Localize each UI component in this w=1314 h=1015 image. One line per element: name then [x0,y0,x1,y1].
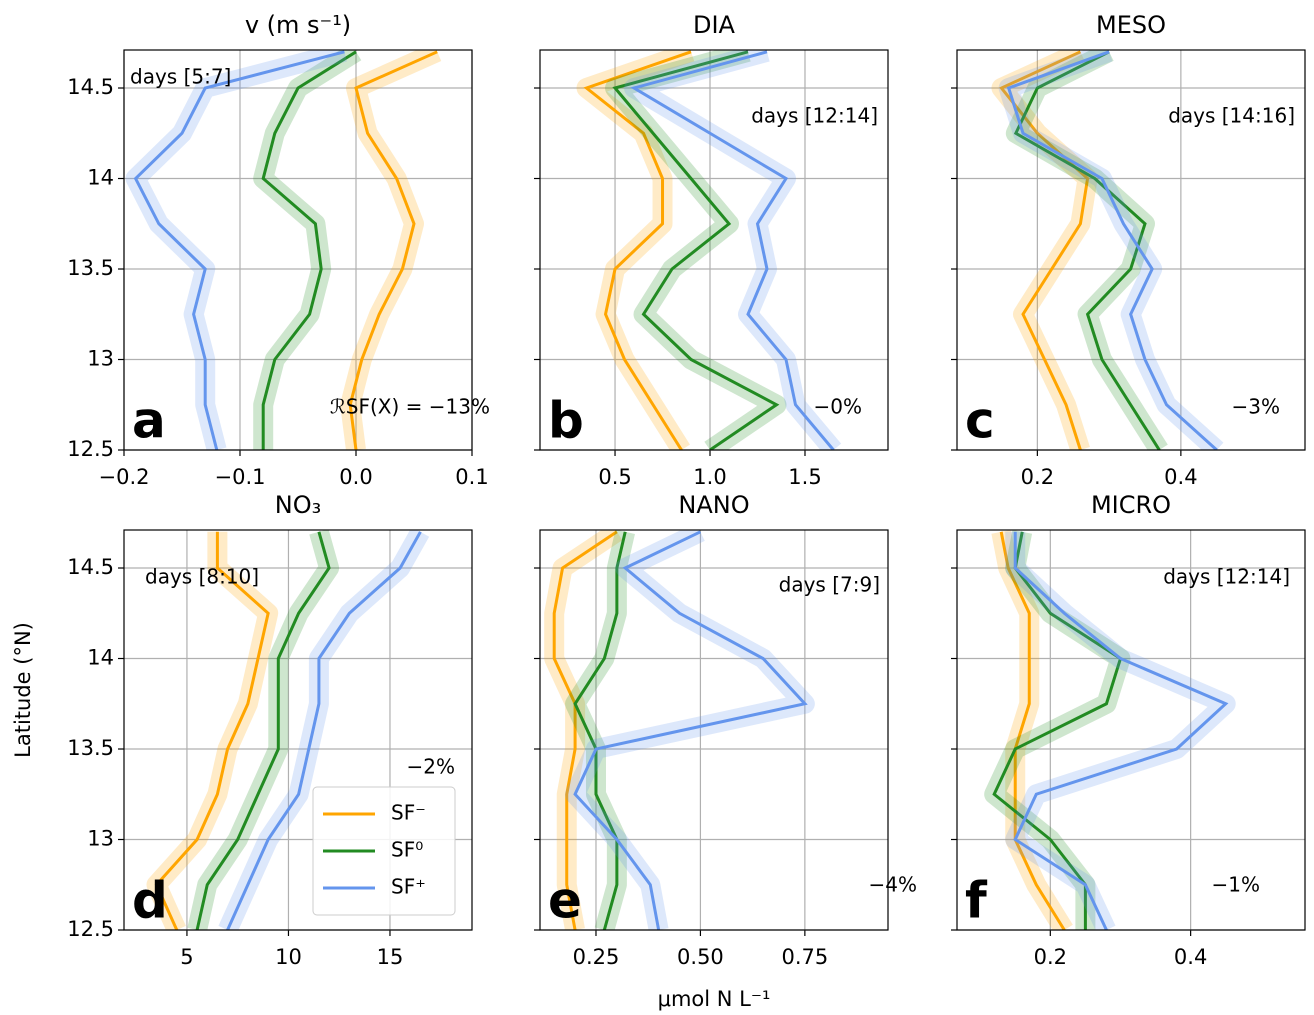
panel-label: a [132,392,166,450]
x-tick-label: 15 [377,945,404,969]
annotation: days [12:14] [1163,565,1290,589]
line [573,530,808,930]
stat-annotation: −0% [814,395,863,419]
panel-title: v (m s⁻¹) [245,11,351,39]
x-tick-label: 10 [275,945,302,969]
line [261,50,357,450]
annotation: days [8:10] [145,565,259,589]
line [573,531,627,930]
x-tick-label: −0.2 [99,465,150,489]
x-axis-label: μmol N L⁻¹ [658,987,771,1011]
annotation: days [12:14] [751,104,878,128]
axes-frame [956,49,1306,451]
line [348,50,438,450]
plot-area [984,530,1236,930]
legend-label: SF⁰ [391,838,423,862]
legend-box [312,786,456,916]
y-tick-label: 14.5 [67,75,114,99]
axes-frame [539,49,889,451]
x-tick-label: 1.5 [788,465,821,489]
plot-area [991,50,1224,450]
annotation: days [7:9] [779,573,880,597]
y-tick-label: 14.5 [67,555,114,579]
line [612,50,780,450]
x-tick-label: 0.75 [781,945,828,969]
x-tick-label: 0.50 [677,945,724,969]
line [154,531,270,930]
plot-area [146,530,430,930]
stat-annotation: −3% [1232,395,1281,419]
panel-title: MICRO [1091,491,1171,519]
stat-annotation: −1% [1212,873,1261,897]
y-tick-label: 13.5 [67,736,114,760]
x-tick-label: 0.4 [1164,465,1197,489]
y-tick-label: 12.5 [67,917,114,941]
panel-title: NO₃ [275,491,321,519]
line [133,50,345,450]
line [583,50,692,450]
line [999,531,1066,930]
annotation: days [14:16] [1168,104,1295,128]
x-tick-label: 0.2 [1034,945,1067,969]
legend-label: SF⁺ [391,875,426,899]
plot-area [544,530,815,930]
axes-frame [539,529,889,931]
line [1013,531,1229,930]
panel-label: c [965,392,995,450]
line [630,50,835,450]
y-tick-label: 14 [87,166,114,190]
y-tick-label: 13.5 [67,256,114,280]
y-axis-label: Latitude (°N) [11,622,35,758]
stat-annotation: −4% [869,873,918,897]
legend-label: SF⁻ [391,801,426,825]
panel-title: MESO [1096,11,1166,39]
x-tick-label: 0.0 [339,465,372,489]
stat-annotation: −2% [407,755,456,779]
y-tick-label: 14 [87,646,114,670]
panel-title: NANO [678,491,749,519]
panel-label: f [965,872,988,930]
x-tick-label: 0.5 [598,465,631,489]
axes-frame [123,49,473,451]
panel-label: e [548,872,582,930]
line [552,530,618,930]
plot-area [125,50,442,450]
panel-label: d [132,872,168,930]
x-tick-label: 0.1 [455,465,488,489]
x-tick-label: −0.1 [215,465,266,489]
stat-annotation: ℛSF(X) = −13% [330,395,490,419]
annotation: days [5:7] [130,65,231,89]
band [253,50,362,450]
line [226,531,422,930]
line [999,50,1090,450]
x-tick-label: 1.0 [693,465,726,489]
x-tick-label: 5 [180,945,193,969]
axes-frame [123,529,473,931]
y-tick-label: 13 [87,347,114,371]
line [992,531,1123,930]
panel-title: DIA [693,11,736,39]
y-tick-label: 13 [87,827,114,851]
x-tick-label: 0.4 [1174,945,1207,969]
x-tick-label: 0.2 [1021,465,1054,489]
axes-frame [956,529,1306,931]
x-tick-label: 0.25 [573,945,620,969]
y-tick-label: 12.5 [67,437,114,461]
line [195,531,331,930]
panel-label: b [548,392,584,450]
line [1006,50,1218,450]
plot-area [576,50,842,450]
